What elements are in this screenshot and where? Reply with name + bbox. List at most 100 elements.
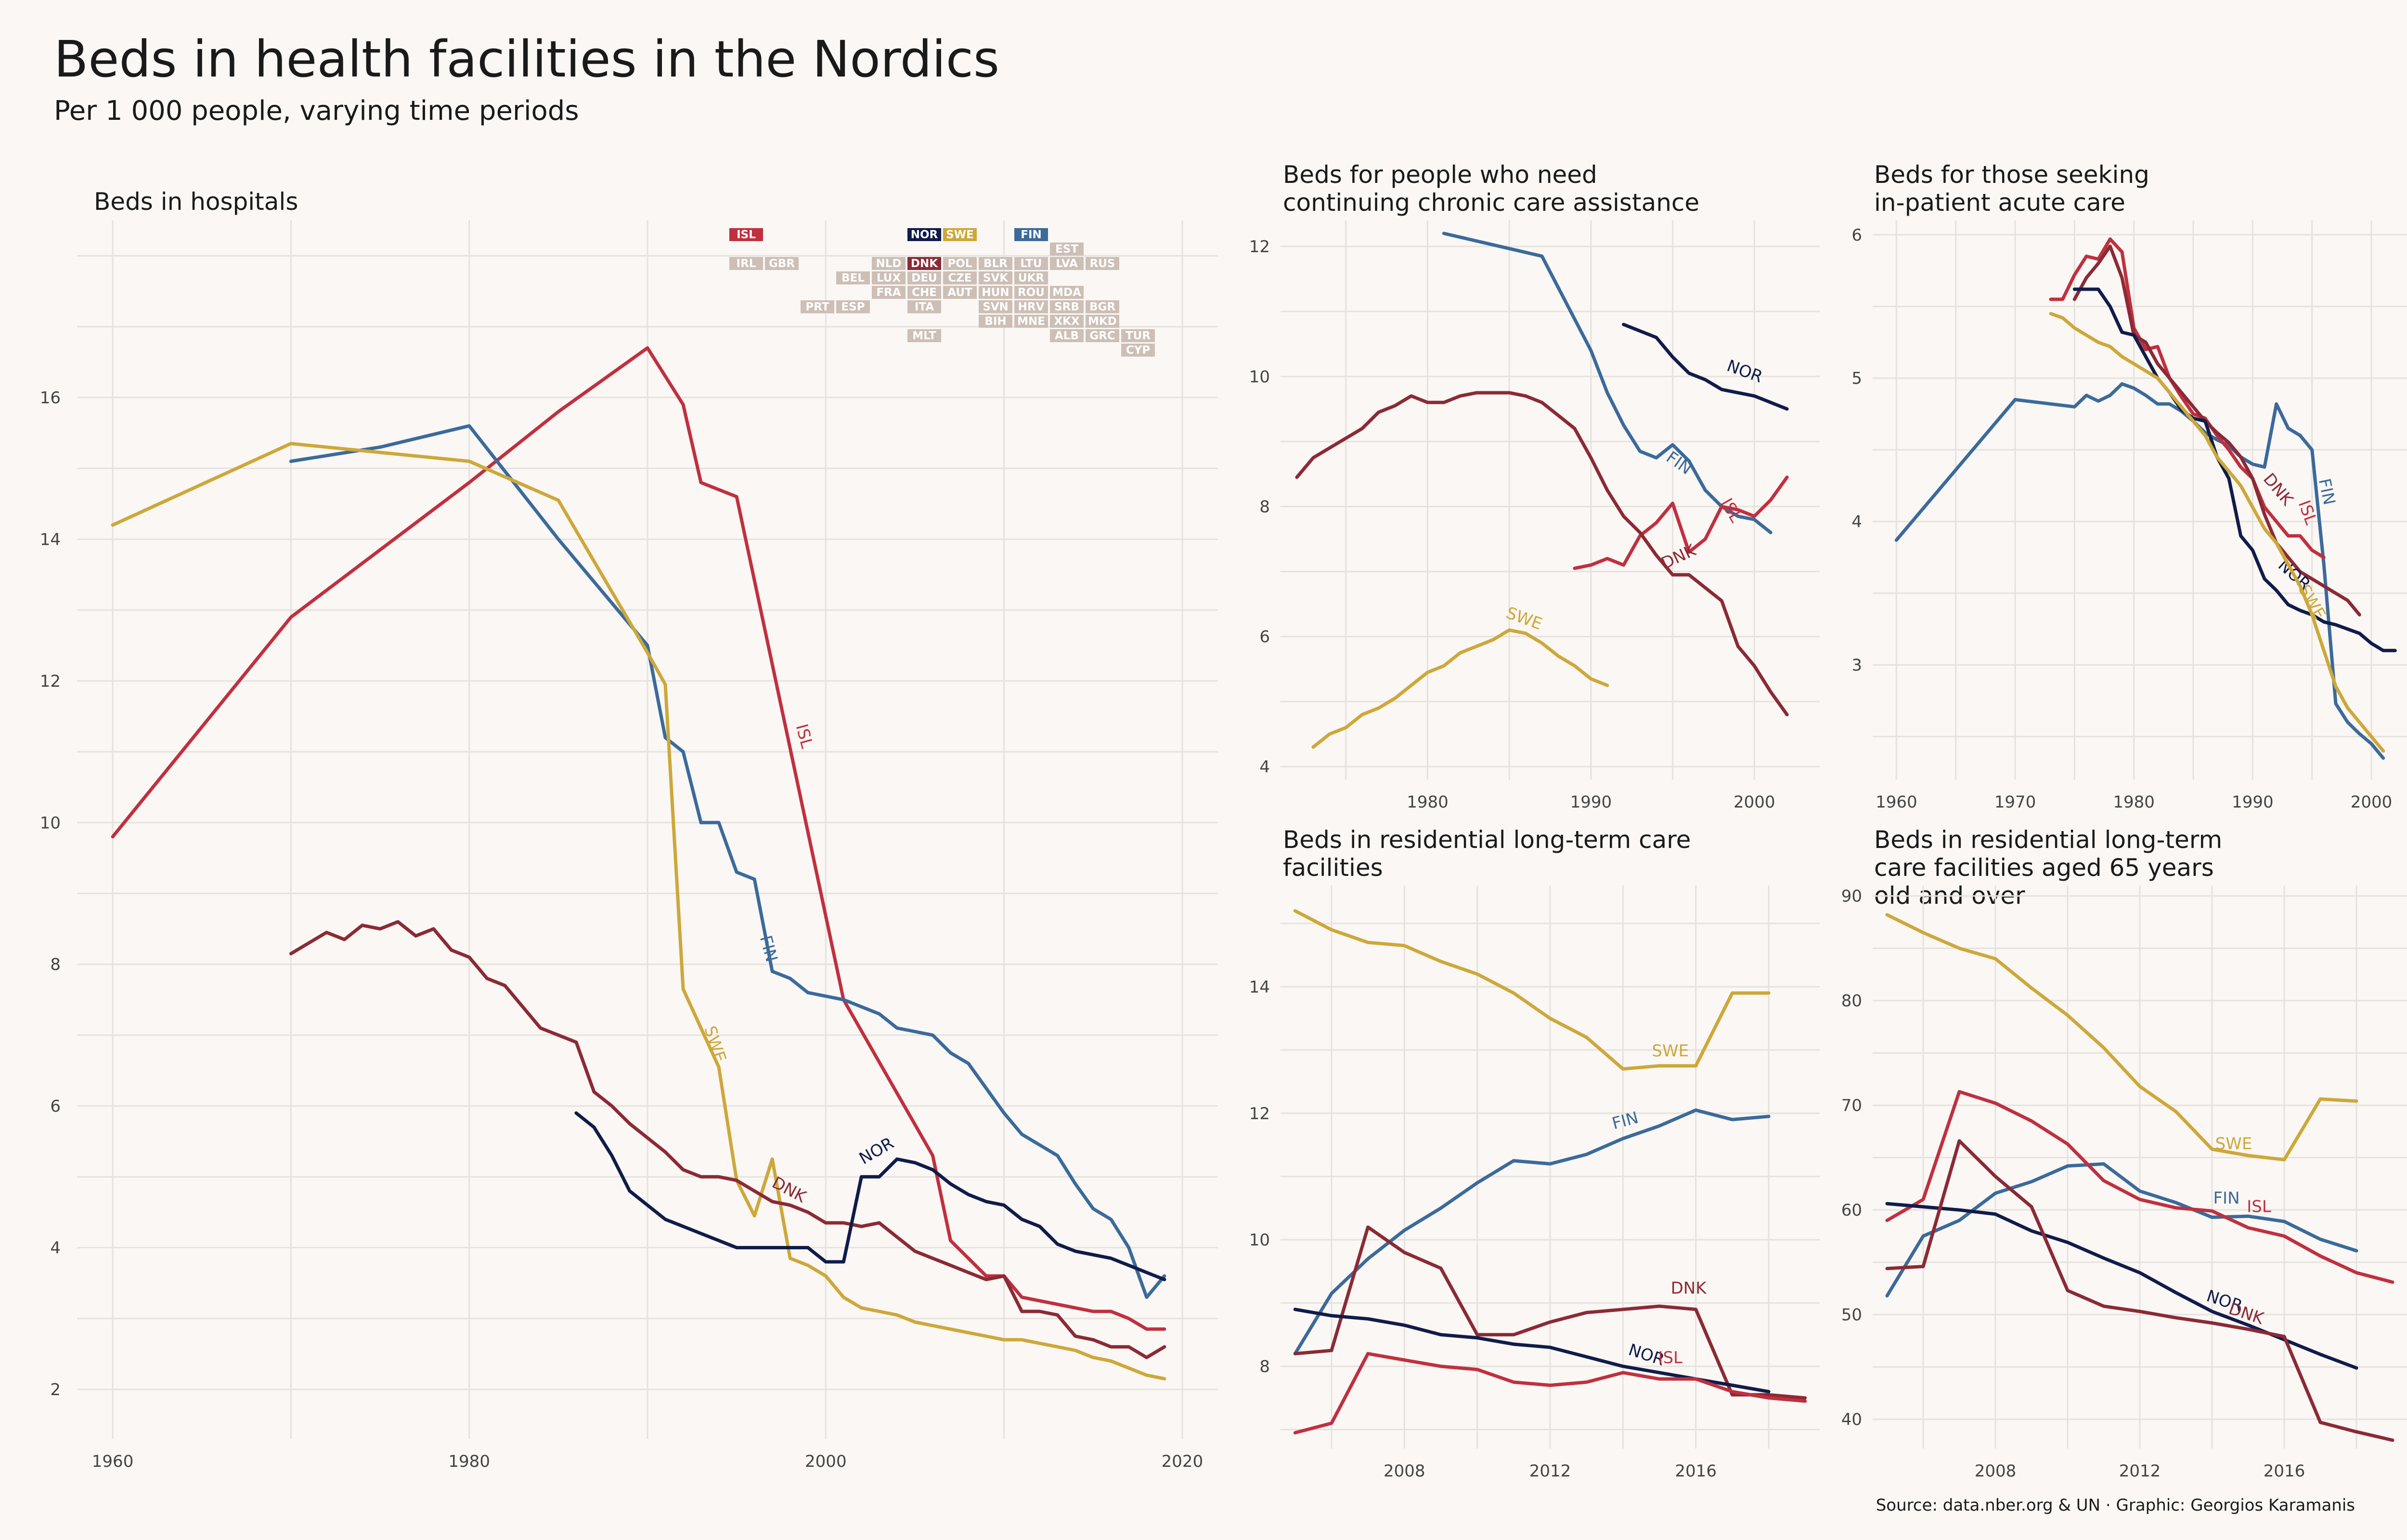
- map-tile-est: EST: [1050, 243, 1084, 256]
- map-tile-nld: NLD: [872, 257, 906, 270]
- map-tile-label: ISL: [737, 229, 756, 241]
- map-tile-esp: ESP: [836, 300, 870, 313]
- map-tile-rect: [907, 257, 941, 270]
- map-tile-rect: [1014, 286, 1048, 299]
- y-tick-label: 12: [1249, 237, 1270, 257]
- map-tile-rou: ROU: [1014, 286, 1048, 299]
- gridlines: [77, 220, 1218, 1439]
- panel-title: Beds in hospitals: [94, 188, 298, 216]
- y-tick-label: 6: [1851, 226, 1862, 245]
- map-tile-label: GRC: [1089, 330, 1115, 342]
- map-tile-label: DNK: [911, 257, 938, 270]
- series-label-swe: SWE: [2215, 1134, 2252, 1154]
- map-tile-label: IRL: [737, 257, 756, 270]
- series-label-fin: FIN: [756, 934, 781, 964]
- y-tick-label: 10: [40, 813, 61, 833]
- map-tile-label: NLD: [876, 257, 902, 270]
- chart-subtitle: Per 1 000 people, varying time periods: [54, 95, 579, 127]
- series-line-swe: [1311, 628, 1609, 749]
- x-tick-label: 2000: [805, 1452, 847, 1471]
- y-tick-label: 12: [1249, 1104, 1270, 1123]
- map-tile-label: BEL: [841, 272, 865, 284]
- map-tile-rect: [1014, 271, 1048, 284]
- y-tick-label: 14: [1249, 977, 1270, 997]
- series-label-isl: ISL: [1658, 1348, 1682, 1368]
- map-tile-label: EST: [1055, 243, 1078, 256]
- y-tick-label: 8: [50, 955, 61, 975]
- map-tile-rect: [943, 286, 977, 299]
- map-tile-label: CYP: [1126, 344, 1150, 357]
- panel-title: Beds for those seeking in-patient acute c…: [1874, 161, 2149, 217]
- y-tick-label: 6: [50, 1097, 61, 1116]
- map-tile-rect: [836, 271, 870, 284]
- map-tile-ita: ITA: [907, 300, 941, 313]
- map-tile-rect: [1086, 257, 1119, 270]
- map-tile-rect: [979, 300, 1012, 313]
- panel-title: Beds for people who need continuing chron…: [1283, 161, 1699, 217]
- map-tile-label: BLR: [984, 257, 1008, 270]
- map-tile-xkx: XKX: [1050, 315, 1084, 328]
- map-tile-tur: TUR: [1121, 329, 1155, 342]
- x-tick-label: 2020: [1162, 1452, 1204, 1471]
- source-caption: Source: data.nber.org & UN · Graphic: Ge…: [1876, 1496, 2355, 1515]
- series-line-isl: [1885, 1090, 2394, 1284]
- map-tile-rect: [1050, 257, 1084, 270]
- map-tile-bel: BEL: [836, 271, 870, 284]
- map-tile-label: ITA: [915, 301, 934, 313]
- map-tile-label: CZE: [948, 272, 971, 284]
- series-line-isl: [1573, 475, 1789, 570]
- map-tile-fra: FRA: [872, 286, 906, 299]
- map-tile-bih: BIH: [979, 315, 1012, 328]
- map-tile-label: MKD: [1088, 315, 1117, 328]
- panel-title-line: Beds in residential long-term: [1874, 826, 2222, 854]
- panel-title-line: facilities: [1283, 854, 1383, 882]
- map-tile-rect: [1014, 300, 1048, 313]
- series-line-isl: [1293, 1352, 1807, 1435]
- x-tick-label: 2000: [2351, 793, 2393, 812]
- y-tick-label: 40: [1841, 1410, 1862, 1429]
- map-tile-rect: [765, 257, 799, 270]
- map-tile-cze: CZE: [943, 271, 977, 284]
- map-tile-rect: [1050, 300, 1084, 313]
- map-tile-alb: ALB: [1050, 329, 1084, 342]
- series-label-nor: NOR: [1724, 356, 1765, 387]
- series-label-swe: SWE: [1652, 1041, 1689, 1061]
- series-line-dnk: [1295, 391, 1789, 717]
- map-tile-label: LVA: [1056, 257, 1078, 270]
- panel-title-line: in-patient acute care: [1874, 189, 2125, 217]
- series-line-isl: [2049, 237, 2326, 559]
- map-tile-label: RUS: [1090, 257, 1115, 270]
- series-line-dnk: [2072, 244, 2361, 616]
- series-line-nor: [1885, 1202, 2358, 1370]
- map-tile-srb: SRB: [1050, 300, 1084, 313]
- map-tile-label: DEU: [911, 272, 937, 284]
- y-tick-label: 90: [1841, 887, 1862, 906]
- x-tick-label: 2008: [1384, 1462, 1425, 1481]
- map-tile-fin: FIN: [1014, 228, 1048, 241]
- panel-title-line: Beds in residential long-term care: [1283, 826, 1691, 854]
- map-tile-rect: [1050, 315, 1084, 328]
- series-line-nor: [1622, 322, 1789, 411]
- map-tile-hun: HUN: [979, 286, 1012, 299]
- map-tile-label: BGR: [1089, 301, 1115, 313]
- map-tile-blr: BLR: [979, 257, 1012, 270]
- map-tile-rect: [1086, 329, 1119, 342]
- series-line-isl: [111, 346, 1166, 1331]
- series-label-fin: FIN: [1663, 448, 1695, 478]
- series-line-nor: [574, 1111, 1166, 1282]
- map-tile-label: SRB: [1054, 301, 1079, 313]
- map-tile-svn: SVN: [979, 300, 1012, 313]
- x-tick-label: 2012: [1529, 1462, 1571, 1481]
- x-tick-label: 2012: [2119, 1462, 2161, 1481]
- map-tile-label: AUT: [947, 286, 972, 299]
- series-line-swe: [2049, 312, 2385, 753]
- map-tile-pol: POL: [943, 257, 977, 270]
- y-tick-label: 70: [1841, 1096, 1862, 1116]
- series-label-dnk: DNK: [1658, 540, 1699, 573]
- map-tile-lux: LUX: [872, 271, 906, 284]
- gridlines: [1281, 220, 1820, 780]
- map-tile-rect: [979, 315, 1012, 328]
- y-tick-label: 4: [50, 1239, 61, 1258]
- series-label-fin: FIN: [1610, 1108, 1641, 1133]
